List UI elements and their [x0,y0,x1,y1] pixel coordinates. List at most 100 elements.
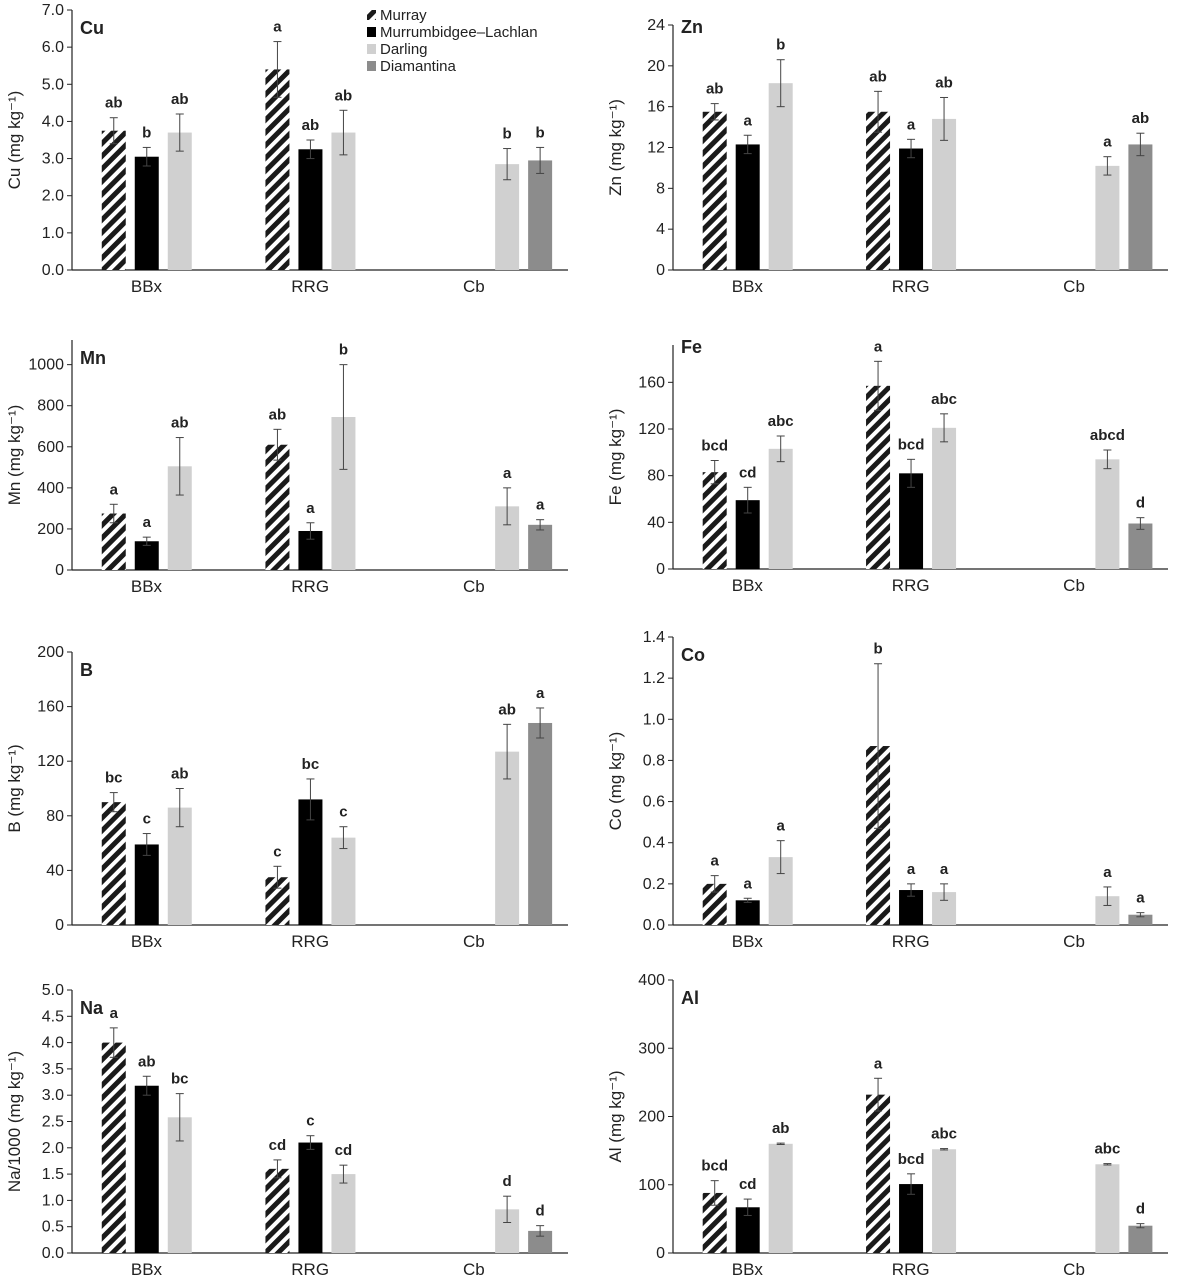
significance-label: bcd [701,438,728,455]
bar-al [866,1094,891,1253]
category-label: BBx [732,277,764,296]
y-tick-label: 120 [638,421,665,438]
y-tick-label: 1.0 [42,225,64,242]
y-axis-label: Mn (mg kg⁻¹) [5,405,24,506]
legend-swatch [367,61,376,71]
y-tick-label: 0.0 [42,262,64,279]
legend-swatch [367,10,376,20]
bar-cu [331,132,356,270]
significance-label: a [744,875,753,892]
bar-mn [134,541,159,570]
bar-zn [702,111,727,270]
y-tick-label: 0.5 [42,1219,64,1236]
significance-label: a [503,465,512,482]
y-tick-label: 5.0 [42,76,64,93]
y-tick-label: 0.0 [42,1245,64,1262]
category-label: Cb [1063,1260,1085,1279]
significance-label: abcd [1090,427,1125,444]
significance-label: b [339,342,348,359]
bar-cu [495,164,520,270]
significance-label: cd [335,1142,353,1159]
significance-label: bcd [898,1151,925,1168]
significance-label: cd [739,1176,757,1193]
significance-label: a [874,1055,883,1072]
y-tick-label: 400 [37,480,64,497]
significance-label: a [744,112,753,129]
significance-label: a [536,497,545,514]
bar-fe [866,385,891,569]
legend-swatch [367,44,376,54]
bar-mn [265,444,290,570]
bar-b [134,844,159,925]
chart-panel-cu: 0.0 1.0 2.0 3.0 4.0 5.0 6.0 7.0 Cu Cu (mg kg⁻¹) BB… [5,2,568,296]
y-axis-label: Fe (mg kg⁻¹) [606,409,625,506]
bar-fe [899,473,924,569]
bar-b [331,837,356,925]
category-label: RRG [892,932,930,951]
bar-cu [134,156,159,270]
significance-label: b [142,124,151,141]
legend-swatch [367,27,376,37]
y-tick-label: 200 [37,521,64,538]
y-tick-label: 16 [647,99,665,116]
category-label: Cb [1063,277,1085,296]
y-tick-label: 1.4 [643,629,665,646]
y-tick-label: 1000 [28,357,64,374]
panel-title: B [80,660,93,680]
significance-label: a [874,338,883,355]
significance-label: ab [171,415,189,432]
significance-label: abc [931,391,957,408]
y-tick-label: 0 [656,1245,665,1262]
panel-title: Co [681,645,705,665]
y-tick-label: 120 [37,753,64,770]
y-tick-label: 0.8 [643,752,665,769]
significance-label: a [1136,890,1145,907]
significance-label: bc [105,770,123,787]
bar-cu [101,130,126,270]
y-tick-label: 1.0 [643,711,665,728]
y-tick-label: 20 [647,58,665,75]
bar-fe [1128,523,1153,569]
y-axis-label: Na/1000 (mg kg⁻¹) [5,1051,24,1192]
significance-label: b [536,124,545,141]
y-axis-label: Al (mg kg⁻¹) [606,1070,625,1162]
bar-na [331,1174,356,1253]
category-label: Cb [1063,576,1085,595]
category-label: Cb [463,1260,485,1279]
y-tick-label: 80 [647,468,665,485]
significance-label: a [110,481,119,498]
category-label: RRG [291,932,329,951]
significance-label: c [273,843,281,860]
bar-al [768,1143,793,1253]
y-tick-label: 1.5 [42,1166,64,1183]
bar-zn [768,83,793,270]
y-tick-label: 0.0 [643,917,665,934]
bar-al [1128,1225,1153,1253]
y-tick-label: 40 [46,862,64,879]
significance-label: a [536,685,545,702]
legend: MurrayMurrumbidgee–LachlanDarlingDiamant… [367,7,538,75]
y-tick-label: 6.0 [42,39,64,56]
significance-label: ab [498,701,516,718]
y-axis-label: B (mg kg⁻¹) [5,744,24,832]
panel-title: Na [80,998,104,1018]
significance-label: bcd [701,1158,728,1175]
significance-label: ab [935,74,953,91]
bar-al [932,1149,957,1253]
bar-zn [932,118,957,271]
y-tick-label: 40 [647,514,665,531]
y-tick-label: 4.0 [42,1035,64,1052]
category-label: RRG [291,277,329,296]
y-tick-label: 0 [656,561,665,578]
category-label: Cb [463,932,485,951]
y-tick-label: 7.0 [42,2,64,19]
bar-zn [899,148,924,270]
significance-label: cd [269,1137,287,1154]
y-tick-label: 4.5 [42,1008,64,1025]
panel-title: Mn [80,348,106,368]
category-label: RRG [291,577,329,596]
significance-label: a [306,500,315,517]
significance-label: c [339,804,347,821]
y-tick-label: 8 [656,180,665,197]
